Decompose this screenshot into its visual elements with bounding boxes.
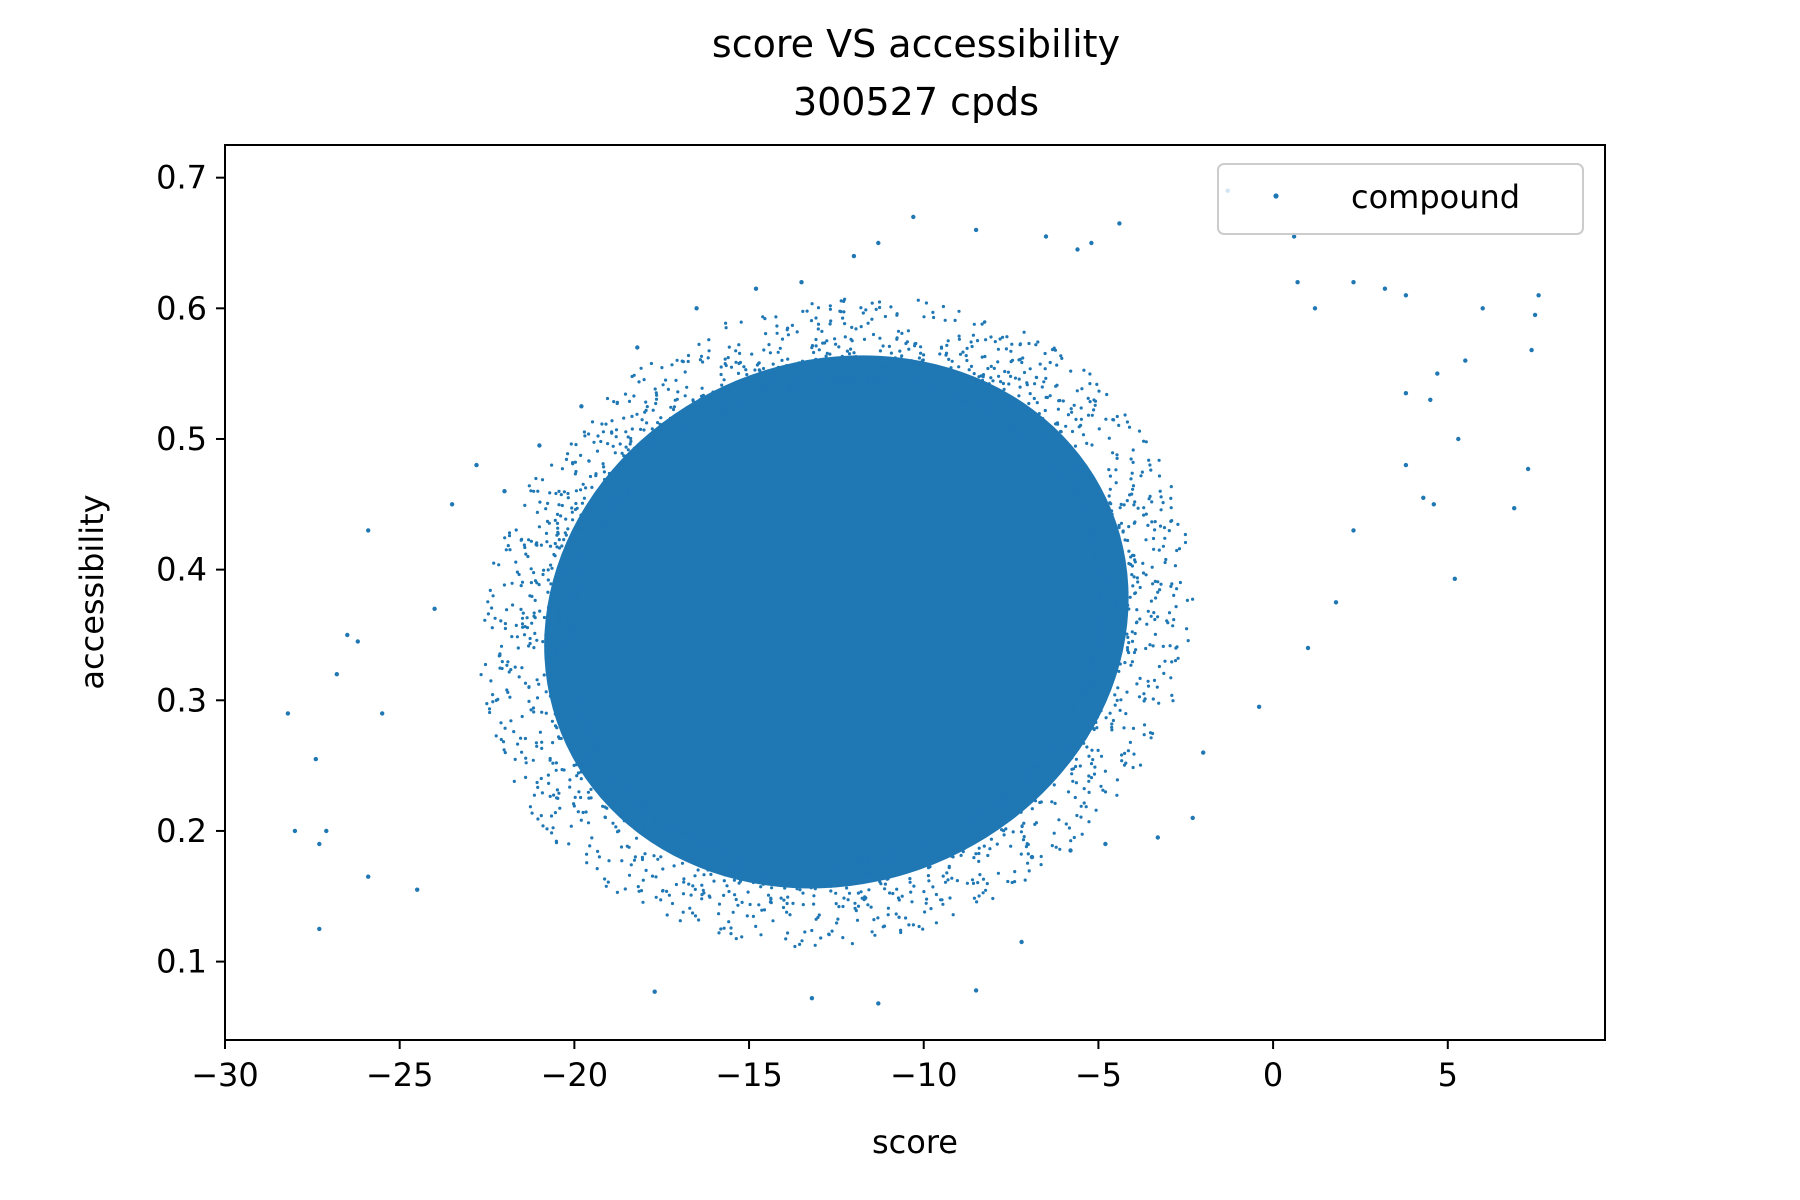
scatter-point bbox=[1117, 221, 1122, 226]
scatter-point bbox=[1295, 280, 1300, 285]
scatter-point bbox=[799, 280, 804, 285]
legend-box bbox=[1217, 163, 1584, 235]
plot-area bbox=[285, 188, 1541, 1006]
x-tick-label: −30 bbox=[191, 1056, 259, 1094]
y-tick-label: 0.2 bbox=[156, 812, 207, 850]
scatter-point bbox=[876, 1001, 881, 1006]
scatter-fringe bbox=[479, 297, 1195, 949]
x-axis-label: score bbox=[872, 1123, 958, 1161]
chart-subtitle: 300527 cpds bbox=[793, 80, 1039, 124]
y-tick-label: 0.7 bbox=[156, 159, 207, 197]
scatter-point bbox=[876, 240, 881, 246]
scatter-point bbox=[366, 874, 371, 879]
scatter-point bbox=[317, 926, 322, 932]
legend: compound bbox=[1217, 163, 1584, 235]
scatter-point bbox=[1403, 391, 1409, 396]
x-tick-label: −20 bbox=[541, 1056, 609, 1094]
scatter-point bbox=[449, 502, 455, 507]
scatter-point bbox=[1456, 436, 1461, 442]
y-axis-label: accessibility bbox=[73, 494, 111, 689]
scatter-point bbox=[415, 887, 420, 892]
x-tick-label: 0 bbox=[1263, 1056, 1283, 1094]
scatter-point bbox=[1312, 306, 1318, 311]
x-tick-label: −25 bbox=[366, 1056, 434, 1094]
scatter-point bbox=[809, 996, 815, 1001]
scatter-point bbox=[366, 528, 371, 533]
scatter-point bbox=[1529, 347, 1534, 353]
scatter-point bbox=[1291, 234, 1297, 239]
scatter-point bbox=[1431, 502, 1437, 507]
scatter-point bbox=[1512, 506, 1517, 511]
scatter-point bbox=[694, 306, 699, 311]
scatter-point bbox=[1463, 358, 1468, 363]
legend-marker bbox=[1273, 193, 1279, 199]
scatter-point bbox=[285, 711, 291, 716]
scatter-point bbox=[1019, 939, 1024, 945]
scatter-point bbox=[1532, 312, 1538, 318]
scatter-point bbox=[317, 841, 322, 847]
x-tick-label: −10 bbox=[890, 1056, 958, 1094]
scatter-point bbox=[355, 639, 360, 644]
scatter-point bbox=[851, 253, 857, 259]
scatter-point bbox=[1333, 600, 1339, 605]
scatter-point bbox=[537, 443, 542, 448]
y-tick-label: 0.1 bbox=[156, 943, 207, 981]
scatter-point bbox=[973, 988, 979, 993]
scatter-point bbox=[1089, 240, 1094, 246]
scatter-point bbox=[1029, 854, 1035, 860]
scatter-point bbox=[345, 632, 350, 638]
x-axis: −30 −25 −20 −15 −10 −5 0 5 bbox=[191, 1040, 1458, 1094]
x-tick-label: −15 bbox=[715, 1056, 783, 1094]
y-tick-label: 0.6 bbox=[156, 289, 207, 327]
x-tick-label: 5 bbox=[1438, 1056, 1458, 1094]
scatter-point bbox=[380, 711, 385, 716]
scatter-point bbox=[1525, 466, 1531, 472]
scatter-point bbox=[292, 828, 298, 834]
scatter-point bbox=[502, 489, 507, 494]
scatter-point bbox=[1351, 280, 1356, 285]
scatter-point bbox=[1256, 704, 1262, 709]
scatter-point bbox=[324, 828, 329, 834]
scatter-point bbox=[1305, 645, 1311, 651]
scatter-point bbox=[579, 404, 584, 409]
scatter-point bbox=[1536, 293, 1541, 298]
legend-label: compound bbox=[1351, 178, 1520, 216]
y-tick-label: 0.4 bbox=[156, 551, 207, 589]
scatter-point bbox=[652, 989, 657, 994]
y-tick-label: 0.5 bbox=[156, 420, 207, 458]
scatter-point bbox=[1155, 835, 1161, 840]
scatter-point bbox=[1190, 815, 1195, 821]
scatter-point bbox=[1201, 750, 1206, 755]
chart-title: score VS accessibility bbox=[712, 22, 1120, 66]
scatter-point bbox=[911, 214, 916, 220]
y-axis: 0.1 0.2 0.3 0.4 0.5 0.6 0.7 bbox=[156, 159, 225, 981]
scatter-point bbox=[474, 462, 479, 468]
scatter-point bbox=[1421, 495, 1426, 500]
scatter-point bbox=[1382, 286, 1388, 291]
scatter-point bbox=[313, 756, 318, 762]
scatter-point bbox=[1428, 397, 1433, 402]
scatter-point bbox=[1075, 247, 1080, 252]
scatter-point bbox=[1480, 306, 1485, 311]
scatter-point bbox=[1103, 841, 1108, 847]
scatter-point bbox=[1452, 576, 1458, 581]
scatter-point bbox=[334, 672, 339, 677]
axes-frame bbox=[224, 144, 1606, 1041]
scatter-point bbox=[1435, 371, 1440, 376]
scatter-point bbox=[1403, 462, 1409, 468]
scatter-point bbox=[1043, 234, 1049, 239]
scatter-point-cloud bbox=[544, 355, 1129, 889]
scatter-point bbox=[635, 345, 640, 350]
scatter-point bbox=[973, 227, 979, 233]
scatter-point bbox=[1403, 293, 1409, 298]
x-tick-label: −5 bbox=[1075, 1056, 1122, 1094]
scatter-point bbox=[1351, 528, 1356, 533]
scatter-point bbox=[753, 286, 759, 291]
y-tick-label: 0.3 bbox=[156, 681, 207, 719]
scatter-point bbox=[1068, 848, 1073, 853]
scatter-point bbox=[432, 606, 437, 611]
